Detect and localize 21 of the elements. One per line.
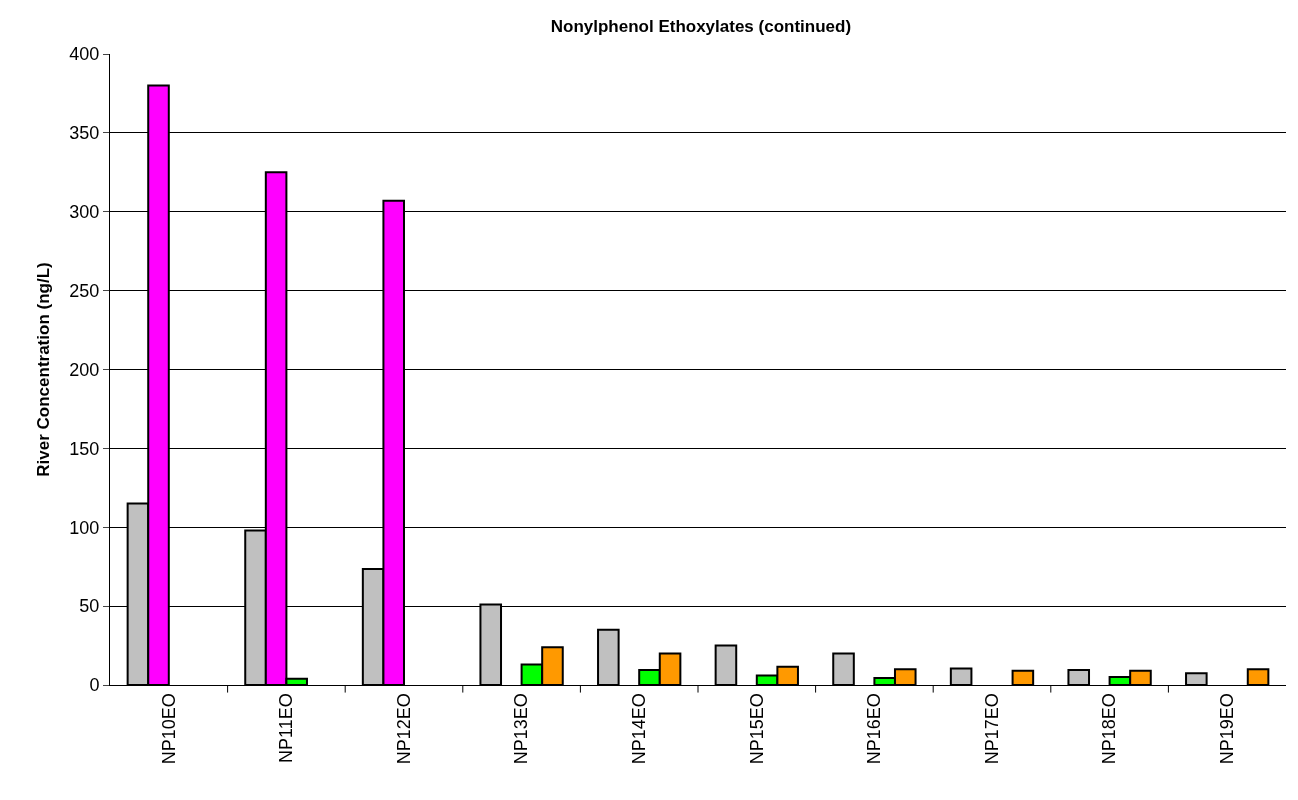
y-tick-label: 200 — [69, 359, 100, 380]
x-tick-label: NP19EO — [1217, 693, 1238, 765]
y-tick-label: 50 — [79, 596, 100, 617]
y-tick-label: 400 — [69, 44, 100, 65]
y-tick-label: 100 — [69, 517, 100, 538]
y-axis-title: River Concentration (ng/L) — [33, 262, 53, 477]
y-tick-label: 300 — [69, 202, 100, 223]
x-tick-label: NP14EO — [629, 693, 650, 765]
x-tick-label: NP15EO — [746, 693, 767, 765]
x-tick-label: NP13EO — [511, 693, 532, 765]
y-tick-label: 150 — [69, 438, 100, 459]
y-tick-label: 0 — [89, 675, 100, 696]
x-tick-label: NP17EO — [981, 693, 1002, 765]
x-tick-label: NP16EO — [864, 693, 885, 765]
x-tick-label: NP12EO — [393, 693, 414, 765]
chart-title: Nonylphenol Ethoxylates (continued) — [550, 16, 852, 36]
x-tick-label: NP18EO — [1099, 693, 1120, 765]
x-tick-label: NP11EO — [276, 693, 297, 763]
y-tick-label: 250 — [69, 280, 100, 301]
x-tick-label: NP10EO — [158, 693, 179, 765]
y-tick-label: 350 — [69, 123, 100, 144]
